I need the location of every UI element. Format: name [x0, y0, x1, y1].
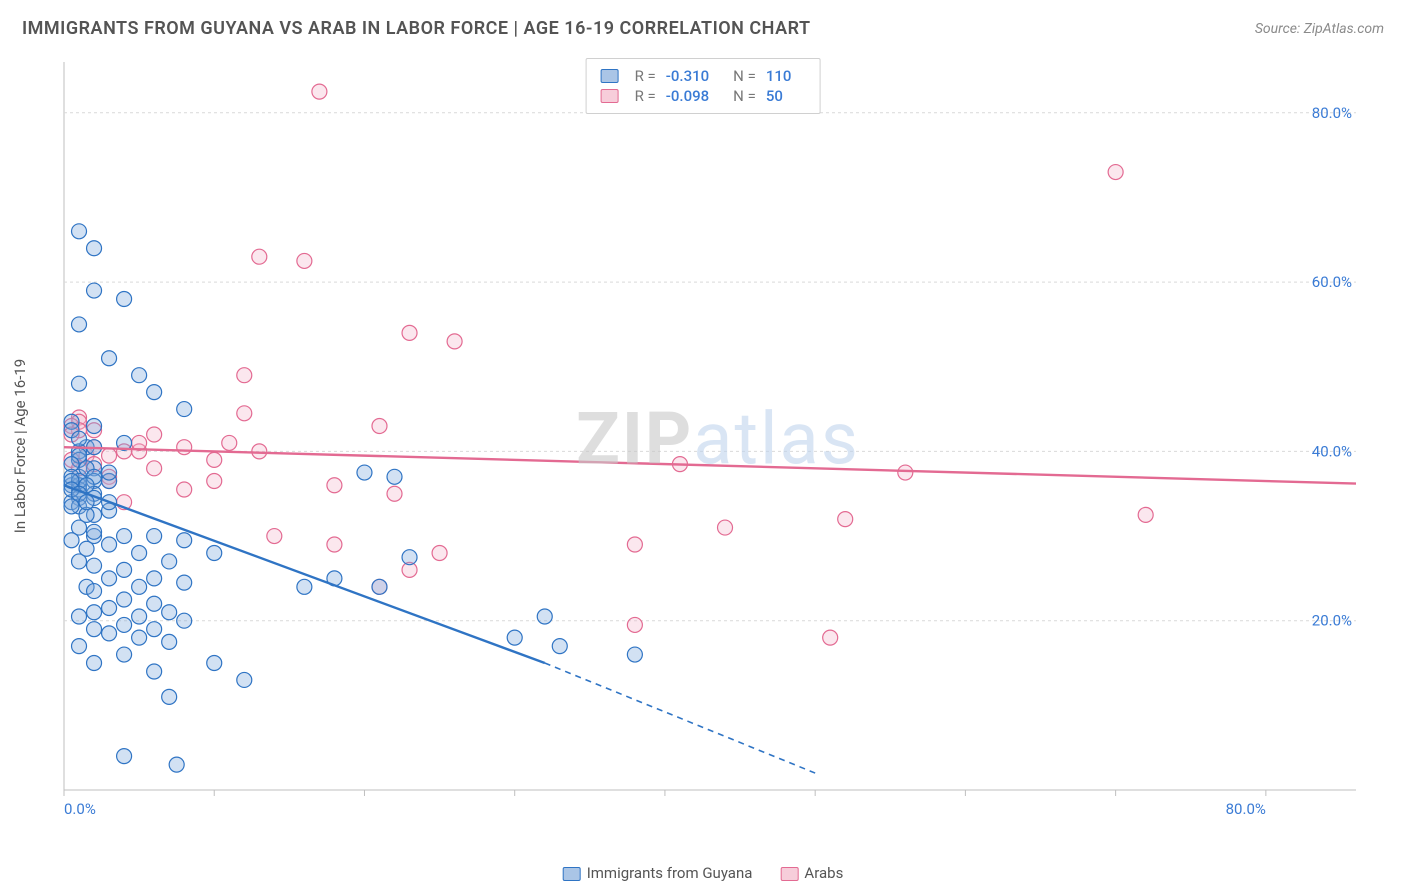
- stats-row: R = -0.098N = 50: [601, 87, 806, 105]
- y-axis-label: In Labor Force | Age 16-19: [11, 359, 29, 533]
- source-credit: Source: ZipAtlas.com: [1255, 21, 1384, 37]
- svg-text:60.0%: 60.0%: [1312, 273, 1352, 291]
- swatch-icon: [563, 867, 581, 881]
- swatch-icon: [601, 89, 619, 103]
- stats-legend: R = -0.310N = 110 R = -0.098N = 50: [586, 58, 821, 114]
- chart-title: IMMIGRANTS FROM GUYANA VS ARAB IN LABOR …: [22, 18, 811, 39]
- plot-area: ZIPatlas 20.0%40.0%60.0%80.0%0.0%80.0%: [52, 54, 1384, 824]
- svg-text:80.0%: 80.0%: [1312, 104, 1352, 122]
- stat-n: 50: [766, 87, 783, 105]
- stat-n: 110: [766, 67, 792, 85]
- scatter-chart: 20.0% 40.0% 60.0% 80.0% 0.0% 80.0%: [52, 54, 1384, 824]
- legend-item: Immigrants from Guyana: [563, 864, 753, 882]
- svg-text:80.0%: 80.0%: [1226, 800, 1266, 818]
- svg-text:0.0%: 0.0%: [64, 800, 96, 818]
- legend-item: Arabs: [780, 864, 843, 882]
- swatch-icon: [780, 867, 798, 881]
- stat-r: -0.098: [666, 87, 709, 105]
- swatch-icon: [601, 69, 619, 83]
- legend-label: Arabs: [804, 864, 843, 882]
- svg-text:40.0%: 40.0%: [1312, 442, 1352, 460]
- svg-text:20.0%: 20.0%: [1312, 612, 1352, 630]
- stats-row: R = -0.310N = 110: [601, 67, 806, 85]
- legend-label: Immigrants from Guyana: [587, 864, 753, 882]
- stat-r: -0.310: [666, 67, 709, 85]
- series-legend: Immigrants from Guyana Arabs: [563, 864, 844, 882]
